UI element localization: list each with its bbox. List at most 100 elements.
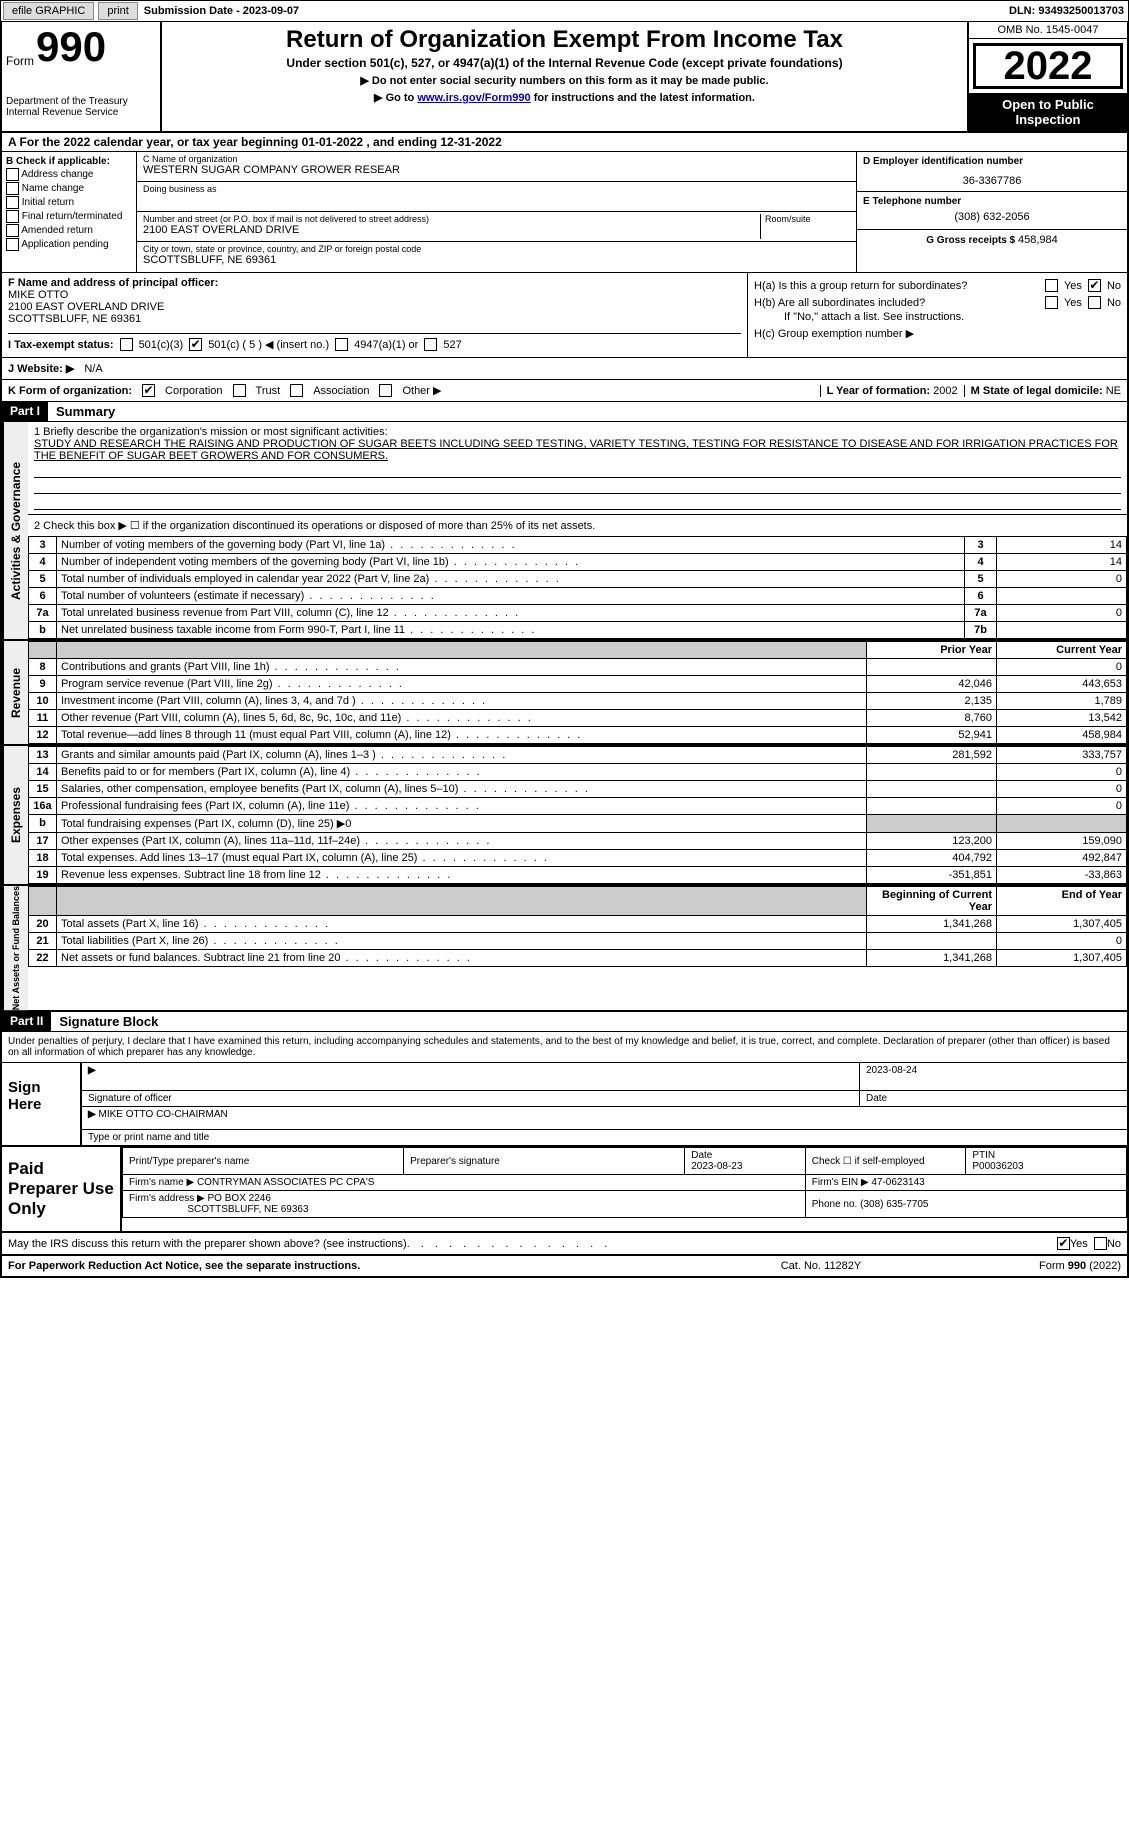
table-row: 19Revenue less expenses. Subtract line 1…: [29, 867, 1127, 884]
mission-text: STUDY AND RESEARCH THE RAISING AND PRODU…: [34, 438, 1121, 462]
k-corp[interactable]: [142, 384, 155, 397]
form-title: Return of Organization Exempt From Incom…: [168, 26, 961, 54]
section-h: H(a) Is this a group return for subordin…: [747, 273, 1127, 357]
org-name: WESTERN SUGAR COMPANY GROWER RESEAR: [143, 164, 850, 176]
firm-addr-2: SCOTTSBLUFF, NE 69363: [187, 1204, 308, 1215]
colb-option[interactable]: Initial return: [6, 196, 132, 209]
chk-501c[interactable]: [189, 338, 202, 351]
firm-ein: 47-0623143: [871, 1177, 924, 1188]
sign-here-label: Sign Here: [2, 1063, 82, 1145]
table-row: 10Investment income (Part VIII, column (…: [29, 693, 1127, 710]
open-inspection: Open to Public Inspection: [969, 93, 1127, 131]
table-row: 20Total assets (Part X, line 16)1,341,26…: [29, 916, 1127, 933]
discuss-yes[interactable]: [1057, 1237, 1070, 1250]
state-domicile: NE: [1106, 385, 1121, 397]
hb-yes[interactable]: [1045, 296, 1058, 309]
colb-option[interactable]: Final return/terminated: [6, 210, 132, 223]
table-row: 21Total liabilities (Part X, line 26)0: [29, 933, 1127, 950]
chk-4947[interactable]: [335, 338, 348, 351]
table-row: 9Program service revenue (Part VIII, lin…: [29, 676, 1127, 693]
table-header-row: Beginning of Current YearEnd of Year: [29, 887, 1127, 916]
chk-527[interactable]: [424, 338, 437, 351]
ha-no[interactable]: [1088, 279, 1101, 292]
colb-option[interactable]: Name change: [6, 182, 132, 195]
paid-preparer-label: Paid Preparer Use Only: [2, 1147, 122, 1231]
part1-header: Part I: [2, 402, 48, 421]
sig-date: 2023-08-24: [860, 1063, 1127, 1090]
table-row: bNet unrelated business taxable income f…: [29, 622, 1127, 639]
table-header-row: Prior YearCurrent Year: [29, 642, 1127, 659]
ein: 36-3367786: [863, 175, 1121, 187]
table-row: 11Other revenue (Part VIII, column (A), …: [29, 710, 1127, 727]
row-j-website: J Website: ▶ N/A: [2, 358, 1127, 380]
form-header: Form 990 Department of the Treasury Inte…: [2, 22, 1127, 133]
officer-name-title: MIKE OTTO CO-CHAIRMAN: [98, 1109, 227, 1120]
part2-title: Signature Block: [51, 1012, 166, 1031]
table-row: 12Total revenue—add lines 8 through 11 (…: [29, 727, 1127, 744]
row-a-period: A For the 2022 calendar year, or tax yea…: [2, 133, 1127, 152]
discuss-no[interactable]: [1094, 1237, 1107, 1250]
table-row: bTotal fundraising expenses (Part IX, co…: [29, 815, 1127, 833]
colb-option[interactable]: Address change: [6, 168, 132, 181]
colb-option[interactable]: Amended return: [6, 224, 132, 237]
table-row: 17Other expenses (Part IX, column (A), l…: [29, 833, 1127, 850]
chk-501c3[interactable]: [120, 338, 133, 351]
table-row: 13Grants and similar amounts paid (Part …: [29, 747, 1127, 764]
print-button[interactable]: print: [98, 2, 137, 20]
website-val: N/A: [84, 363, 102, 375]
gross-receipts: 458,984: [1018, 234, 1058, 246]
year-formed: 2002: [933, 385, 957, 397]
arrow-note-1: ▶ Do not enter social security numbers o…: [168, 74, 961, 87]
footer: For Paperwork Reduction Act Notice, see …: [2, 1255, 1127, 1276]
vtab-revenue: Revenue: [2, 641, 28, 744]
phone: (308) 632-2056: [863, 211, 1121, 223]
efile-button[interactable]: efile GRAPHIC: [3, 2, 94, 20]
penalty-text: Under penalties of perjury, I declare th…: [2, 1032, 1127, 1063]
tax-year: 2022: [976, 46, 1120, 86]
table-row: 14Benefits paid to or for members (Part …: [29, 764, 1127, 781]
vtab-expenses: Expenses: [2, 746, 28, 884]
form-number: Form 990: [6, 26, 156, 68]
row-k: K Form of organization: Corporation Trus…: [2, 380, 1127, 402]
table-row: 22Net assets or fund balances. Subtract …: [29, 950, 1127, 967]
col-de: D Employer identification number 36-3367…: [857, 152, 1127, 272]
k-assoc[interactable]: [290, 384, 303, 397]
arrow-note-2: ▶ Go to www.irs.gov/Form990 for instruct…: [168, 91, 961, 104]
dept-label: Department of the Treasury Internal Reve…: [6, 96, 156, 118]
mission-block: 1 Briefly describe the organization's mi…: [28, 422, 1127, 515]
table-row: 15Salaries, other compensation, employee…: [29, 781, 1127, 798]
irs-link[interactable]: www.irs.gov/Form990: [417, 92, 530, 104]
k-other[interactable]: [379, 384, 392, 397]
section-f: F Name and address of principal officer:…: [2, 273, 747, 357]
topbar: efile GRAPHIC print Submission Date - 20…: [0, 0, 1129, 22]
part2-header: Part II: [2, 1012, 51, 1031]
dln-label: DLN: 93493250013703: [1005, 5, 1128, 17]
table-row: 4Number of independent voting members of…: [29, 554, 1127, 571]
part1-title: Summary: [48, 402, 123, 421]
table-row: 5Total number of individuals employed in…: [29, 571, 1127, 588]
ha-yes[interactable]: [1045, 279, 1058, 292]
org-city: SCOTTSBLUFF, NE 69361: [143, 254, 850, 266]
omb-number: OMB No. 1545-0047: [969, 22, 1127, 39]
table-row: 6Total number of volunteers (estimate if…: [29, 588, 1127, 605]
table-row: 18Total expenses. Add lines 13–17 (must …: [29, 850, 1127, 867]
table-row: 3Number of voting members of the governi…: [29, 537, 1127, 554]
k-trust[interactable]: [233, 384, 246, 397]
ptin: P00036203: [972, 1161, 1023, 1172]
submission-date: Submission Date - 2023-09-07: [140, 5, 303, 17]
col-c-org: C Name of organization WESTERN SUGAR COM…: [137, 152, 857, 272]
firm-addr-1: PO BOX 2246: [208, 1193, 271, 1204]
line-2: 2 Check this box ▶ ☐ if the organization…: [28, 515, 1127, 536]
vtab-netassets: Net Assets or Fund Balances: [2, 886, 28, 1010]
prep-date: 2023-08-23: [691, 1161, 742, 1172]
hb-no[interactable]: [1088, 296, 1101, 309]
table-row: 8Contributions and grants (Part VIII, li…: [29, 659, 1127, 676]
table-row: 7aTotal unrelated business revenue from …: [29, 605, 1127, 622]
firm-phone: (308) 635-7705: [860, 1199, 928, 1210]
discuss-row: May the IRS discuss this return with the…: [2, 1233, 1127, 1255]
self-employed-check[interactable]: Check ☐ if self-employed: [805, 1148, 966, 1175]
colb-option[interactable]: Application pending: [6, 238, 132, 251]
org-street: 2100 EAST OVERLAND DRIVE: [143, 224, 760, 236]
form-subtitle: Under section 501(c), 527, or 4947(a)(1)…: [168, 56, 961, 70]
table-row: 16aProfessional fundraising fees (Part I…: [29, 798, 1127, 815]
